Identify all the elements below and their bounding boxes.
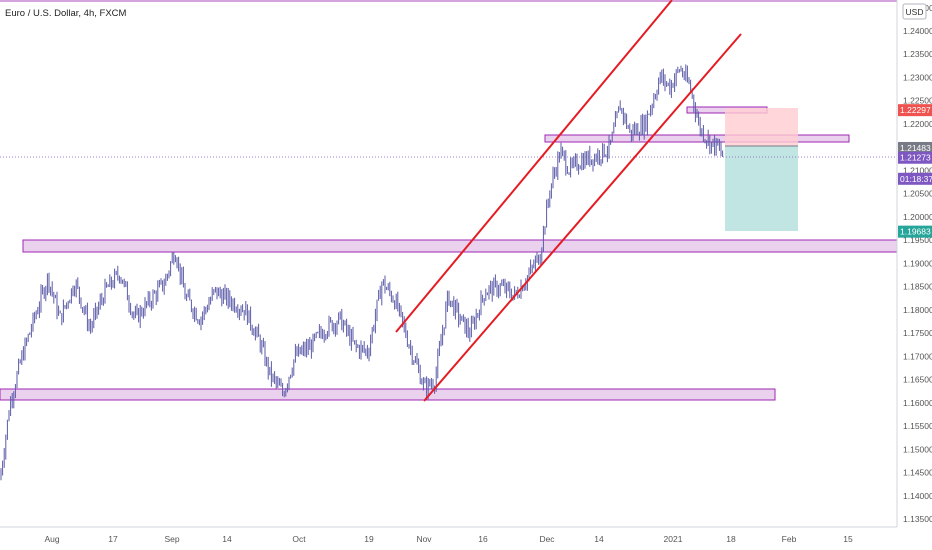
- currency-badge[interactable]: USD: [902, 3, 927, 20]
- price-tick-label: 1.14500: [903, 468, 932, 478]
- support-zone-1195[interactable]: [22, 239, 898, 253]
- price-tick-label: 1.18000: [903, 305, 932, 315]
- price-tick-label: 1.18500: [903, 282, 932, 292]
- stop-loss-zone[interactable]: [725, 108, 798, 146]
- price-axis[interactable]: 1.245001.240001.235001.230001.225001.220…: [903, 3, 932, 524]
- support-zone-1161[interactable]: [0, 388, 776, 401]
- price-badge: [898, 104, 932, 117]
- channel-lower-line[interactable]: [423, 33, 742, 402]
- price-tick-label: 1.20000: [903, 212, 932, 222]
- time-tick-label: 2021: [664, 534, 683, 544]
- time-tick-label: 19: [364, 534, 374, 544]
- time-axis[interactable]: Aug 17 Sep 14 Oct 19 Nov 16 Dec 14 2021 18 Feb 15: [44, 534, 853, 544]
- price-badge-text: 01:18:37: [900, 174, 932, 184]
- price-tick-label: 1.20500: [903, 189, 932, 199]
- price-tick-label: 1.17500: [903, 328, 932, 338]
- price-badge: [898, 225, 932, 238]
- price-tick-label: 1.21000: [903, 165, 932, 175]
- price-tick-label: 1.23000: [903, 72, 932, 82]
- time-tick-label: Feb: [782, 534, 797, 544]
- price-badge: [898, 151, 932, 164]
- price-badge-text: 1.19683: [900, 227, 931, 237]
- time-tick-label: 16: [478, 534, 488, 544]
- price-badge: [898, 141, 932, 154]
- time-tick-label: 18: [726, 534, 736, 544]
- price-tick-label: 1.14000: [903, 491, 932, 501]
- price-tick-label: 1.23500: [903, 49, 932, 59]
- price-badge-text: 1.21483: [900, 143, 931, 153]
- price-tick-label: 1.19000: [903, 258, 932, 268]
- price-tick-label: 1.19500: [903, 235, 932, 245]
- symbol-title: Euro / U.S. Dollar, 4h, FXCM: [5, 8, 127, 19]
- time-tick-label: Nov: [416, 534, 432, 544]
- time-tick-label: 14: [222, 534, 232, 544]
- price-tick-label: 1.13500: [903, 514, 932, 524]
- price-tick-label: 1.24000: [903, 26, 932, 36]
- time-tick-label: 15: [843, 534, 853, 544]
- price-badge-text: 1.22297: [900, 105, 931, 115]
- price-badge: [898, 172, 932, 185]
- price-tick-label: 1.16000: [903, 398, 932, 408]
- candlestick-series: [0, 64, 724, 481]
- take-profit-zone[interactable]: [725, 146, 798, 231]
- svg-text:USD: USD: [906, 7, 924, 17]
- time-tick-label: Sep: [164, 534, 179, 544]
- price-tick-label: 1.22000: [903, 119, 932, 129]
- price-tick-label: 1.17000: [903, 351, 932, 361]
- resistance-zone-mid[interactable]: [544, 134, 850, 143]
- time-tick-label: 14: [594, 534, 604, 544]
- time-tick-label: Aug: [44, 534, 59, 544]
- price-tick-label: 1.16500: [903, 375, 932, 385]
- price-tick-label: 1.22500: [903, 96, 932, 106]
- price-tick-label: 1.15000: [903, 444, 932, 454]
- time-tick-label: 17: [108, 534, 118, 544]
- channel-upper-line[interactable]: [395, 0, 673, 333]
- time-tick-label: Oct: [292, 534, 306, 544]
- price-tick-label: 1.15500: [903, 421, 932, 431]
- time-tick-label: Dec: [539, 534, 555, 544]
- price-badge-text: 1.21273: [900, 153, 931, 163]
